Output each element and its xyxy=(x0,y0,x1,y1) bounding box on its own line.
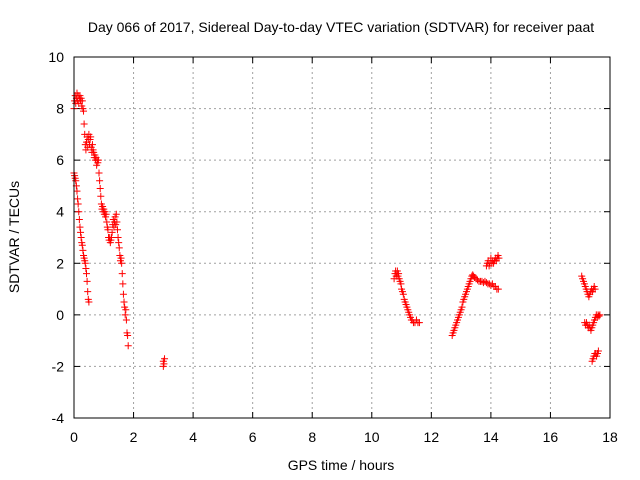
data-point xyxy=(82,264,90,272)
data-point xyxy=(83,277,91,285)
data-point xyxy=(95,169,103,177)
data-point xyxy=(124,331,132,339)
data-point xyxy=(108,234,116,241)
data-point xyxy=(118,270,126,278)
data-point xyxy=(119,290,127,298)
data-point xyxy=(395,270,403,278)
data-point xyxy=(397,280,405,288)
data-point xyxy=(88,141,96,149)
data-point xyxy=(96,185,104,193)
data-point xyxy=(161,355,169,363)
data-point xyxy=(94,156,102,164)
y-tick-label: 8 xyxy=(56,101,64,117)
grid xyxy=(74,57,610,418)
data-point xyxy=(87,133,95,141)
x-tick-label: 2 xyxy=(130,429,138,445)
data-point xyxy=(84,288,92,296)
data-point xyxy=(78,97,86,105)
data-point xyxy=(115,244,123,252)
data-point xyxy=(415,319,423,327)
data-point xyxy=(77,234,85,241)
data-point xyxy=(108,228,116,236)
data-point xyxy=(122,306,130,314)
data-point xyxy=(487,281,495,289)
data-point xyxy=(458,303,466,311)
data-point xyxy=(103,218,111,226)
data-point xyxy=(595,312,603,320)
data-point xyxy=(114,234,122,241)
data-point xyxy=(494,285,502,293)
data-point xyxy=(117,254,125,262)
data-point xyxy=(97,192,105,200)
data-point xyxy=(124,342,132,350)
chart-title: Day 066 of 2017, Sidereal Day-to-day VTE… xyxy=(88,19,594,35)
data-point xyxy=(77,228,85,236)
data-point xyxy=(81,259,89,267)
data-series xyxy=(70,89,604,370)
data-point xyxy=(75,215,83,223)
x-tick-label: 18 xyxy=(602,429,618,445)
data-point xyxy=(96,177,104,185)
data-point xyxy=(122,316,130,324)
x-tick-label: 4 xyxy=(189,429,197,445)
x-tick-label: 8 xyxy=(308,429,316,445)
x-tick-label: 10 xyxy=(364,429,380,445)
y-tick-label: 10 xyxy=(48,49,64,65)
x-tick-label: 16 xyxy=(543,429,559,445)
axis-ticks: 0 2 4 6 8 10 12 14 16 18 -4 -2 0 2 4 6 8 10 xyxy=(48,49,618,445)
data-point xyxy=(74,200,82,208)
data-point xyxy=(112,210,120,218)
x-tick-label: 12 xyxy=(424,429,440,445)
data-point xyxy=(74,195,82,203)
y-tick-label: -2 xyxy=(52,358,65,374)
data-point xyxy=(591,285,599,293)
x-tick-label: 0 xyxy=(70,429,78,445)
data-point xyxy=(83,270,91,278)
data-point xyxy=(102,210,110,218)
data-point xyxy=(79,246,87,254)
y-tick-label: 6 xyxy=(56,152,64,168)
x-tick-label: 14 xyxy=(483,429,499,445)
y-tick-label: -4 xyxy=(52,410,65,426)
data-point xyxy=(85,298,93,306)
y-tick-label: 4 xyxy=(56,204,64,220)
data-point xyxy=(596,311,604,319)
plot-frame xyxy=(73,56,611,419)
data-point xyxy=(80,107,88,115)
data-point xyxy=(75,208,83,216)
data-point xyxy=(80,120,88,128)
data-point xyxy=(121,311,129,319)
y-tick-label: 0 xyxy=(56,307,64,323)
data-point xyxy=(594,347,602,355)
data-point xyxy=(118,259,126,267)
x-tick-label: 6 xyxy=(249,429,257,445)
data-point xyxy=(113,226,121,234)
data-point xyxy=(120,298,128,306)
data-point xyxy=(78,241,86,249)
data-point xyxy=(113,218,121,226)
data-point xyxy=(473,276,481,284)
data-point xyxy=(72,177,80,185)
data-point xyxy=(104,226,112,234)
data-point xyxy=(73,187,81,195)
x-axis-label: GPS time / hours xyxy=(288,457,395,473)
data-point xyxy=(76,223,84,231)
data-point xyxy=(115,239,123,247)
y-tick-label: 2 xyxy=(56,255,64,271)
y-axis-label: SDTVAR / TECUs xyxy=(6,181,22,293)
data-point xyxy=(159,362,167,370)
data-point xyxy=(399,290,407,298)
data-point xyxy=(119,280,127,288)
data-point xyxy=(495,254,503,262)
data-point xyxy=(482,279,490,287)
